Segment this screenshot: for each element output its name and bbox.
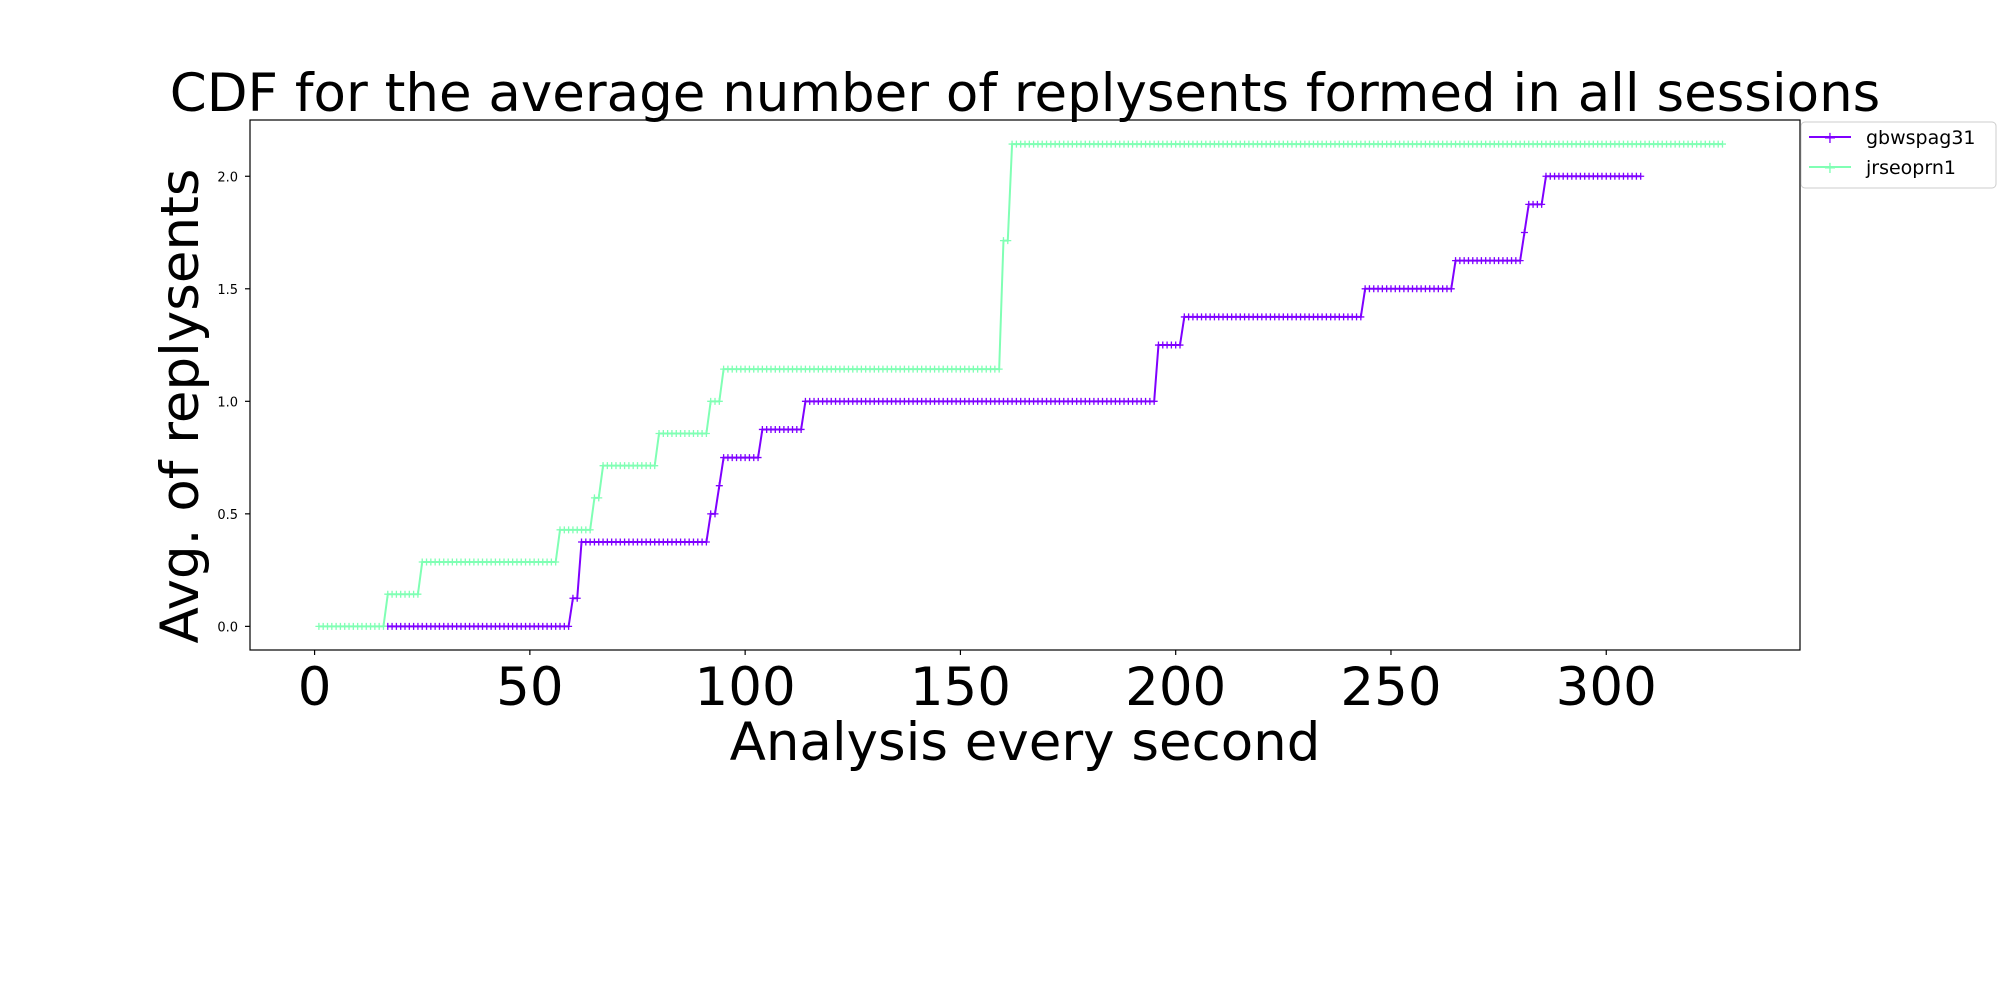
y-tick-label: 0.5 bbox=[217, 508, 238, 523]
y-tick-label: 0.0 bbox=[217, 620, 238, 635]
data-point bbox=[565, 622, 573, 630]
data-point bbox=[1719, 140, 1726, 148]
data-point bbox=[379, 622, 387, 630]
series-gbwspag31 bbox=[384, 172, 1645, 630]
data-point bbox=[995, 365, 1003, 373]
data-point bbox=[573, 594, 581, 602]
x-tick-label: 300 bbox=[1556, 657, 1657, 718]
x-axis: 0 50 100 150 200 250 300 bbox=[298, 650, 1657, 718]
legend-marker-gbwspag31: + bbox=[1823, 128, 1836, 147]
x-tick-label: 250 bbox=[1340, 657, 1441, 718]
data-point bbox=[1176, 341, 1184, 349]
series-line-jrseoprn1 bbox=[318, 143, 1723, 628]
data-point bbox=[651, 462, 659, 470]
y-tick-label: 1.0 bbox=[217, 395, 238, 410]
data-point bbox=[1150, 397, 1158, 405]
data-point bbox=[414, 590, 422, 598]
data-point bbox=[1516, 257, 1524, 265]
data-point bbox=[1004, 237, 1012, 245]
data-point bbox=[552, 558, 560, 566]
legend-marker-jrseoprn1: + bbox=[1823, 158, 1836, 177]
legend-label-gbwspag31: gbwspag31 bbox=[1866, 127, 1976, 149]
series-markers-gbwspag31 bbox=[384, 172, 1645, 630]
y-tick-label: 1.5 bbox=[217, 283, 238, 298]
y-axis: 0.0 0.5 1.0 1.5 2.0 bbox=[217, 170, 250, 635]
series-jrseoprn1 bbox=[315, 140, 1726, 630]
legend-frame bbox=[1800, 121, 1997, 189]
series-layer bbox=[315, 140, 1726, 630]
data-point bbox=[1538, 200, 1546, 208]
data-point bbox=[1520, 229, 1528, 237]
data-point bbox=[1357, 313, 1365, 321]
data-point bbox=[715, 397, 723, 405]
y-axis-label: Avg. of replysents bbox=[150, 169, 211, 644]
data-point bbox=[595, 494, 603, 502]
legend-label-jrseoprn1: jrseoprn1 bbox=[1865, 157, 1956, 179]
y-tick-label: 2.0 bbox=[217, 170, 238, 185]
data-point bbox=[702, 538, 710, 546]
series-markers-jrseoprn1 bbox=[315, 140, 1726, 630]
x-tick-label: 150 bbox=[910, 657, 1011, 718]
data-point bbox=[715, 482, 723, 490]
x-tick-label: 0 bbox=[298, 657, 332, 718]
data-point bbox=[1637, 172, 1645, 180]
x-tick-label: 100 bbox=[695, 657, 796, 718]
chart-title: CDF for the average number of replysents… bbox=[170, 63, 1881, 124]
plot-frame bbox=[249, 119, 1801, 651]
x-tick-label: 200 bbox=[1125, 657, 1226, 718]
x-tick-label: 50 bbox=[496, 657, 563, 718]
data-point bbox=[797, 425, 805, 433]
x-axis-label: Analysis every second bbox=[730, 712, 1321, 773]
data-point bbox=[1447, 285, 1455, 293]
data-point bbox=[711, 510, 719, 518]
data-point bbox=[702, 430, 710, 437]
data-point bbox=[586, 526, 594, 534]
data-point bbox=[754, 454, 762, 462]
plot-area bbox=[249, 119, 1801, 651]
legend: + gbwspag31 + jrseoprn1 bbox=[1800, 121, 1997, 189]
